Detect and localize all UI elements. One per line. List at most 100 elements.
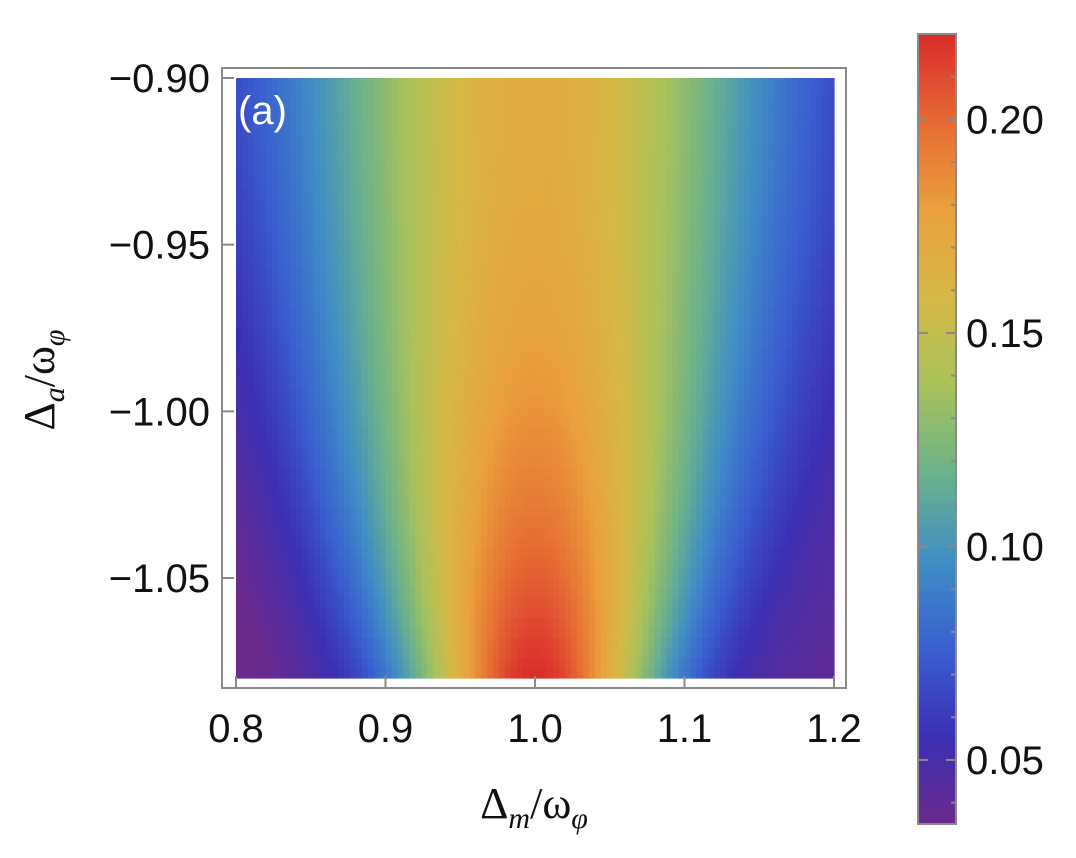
heatmap-cell xyxy=(588,78,596,89)
heatmap-cell xyxy=(433,108,440,119)
heatmap-cell xyxy=(433,278,440,289)
heatmap-cell xyxy=(236,548,243,559)
heatmap-cell xyxy=(247,428,255,439)
heatmap-cell xyxy=(696,518,704,529)
heatmap-cell xyxy=(786,158,793,169)
heatmap-cell xyxy=(606,348,614,359)
heatmap-cell xyxy=(552,468,560,479)
heatmap-cell xyxy=(511,388,518,399)
heatmap-cell xyxy=(780,468,787,479)
heatmap-cell xyxy=(421,288,428,299)
heatmap-cell xyxy=(732,478,739,489)
heatmap-cell xyxy=(475,448,482,459)
heatmap-cell xyxy=(570,438,578,449)
heatmap-cell xyxy=(642,198,650,209)
heatmap-cell xyxy=(325,178,333,189)
heatmap-cell xyxy=(523,418,530,429)
heatmap-cell xyxy=(295,238,303,249)
heatmap-cell xyxy=(349,358,357,369)
heatmap-cell xyxy=(403,318,411,329)
heatmap-cell xyxy=(307,238,315,249)
heatmap-cell xyxy=(373,238,381,249)
heatmap-cell xyxy=(523,228,530,239)
heatmap-cell xyxy=(732,118,739,129)
heatmap-cell xyxy=(810,268,817,279)
heatmap-cell xyxy=(451,458,458,469)
heatmap-cell xyxy=(475,488,482,499)
heatmap-cell xyxy=(594,248,602,259)
heatmap-cell xyxy=(726,568,733,579)
heatmap-cell xyxy=(798,508,805,519)
heatmap-cell xyxy=(337,158,345,169)
heatmap-cell xyxy=(726,98,733,109)
heatmap-cell xyxy=(469,288,476,299)
heatmap-cell xyxy=(666,278,674,289)
heatmap-cell xyxy=(247,248,255,259)
heatmap-cell xyxy=(403,148,411,159)
heatmap-cell xyxy=(696,308,704,319)
heatmap-cell xyxy=(271,528,279,539)
heatmap-cell xyxy=(295,358,303,369)
heatmap-cell xyxy=(696,298,704,309)
heatmap-cell xyxy=(529,178,536,189)
heatmap-cell xyxy=(259,448,267,459)
heatmap-cell xyxy=(385,178,393,189)
heatmap-cell xyxy=(295,398,303,409)
heatmap-cell xyxy=(618,288,626,299)
heatmap-cell xyxy=(762,78,769,89)
heatmap-cell xyxy=(612,398,620,409)
heatmap-cell xyxy=(822,178,829,189)
heatmap-cell xyxy=(816,138,823,149)
heatmap-cell xyxy=(241,368,249,379)
heatmap-cell xyxy=(277,148,285,159)
heatmap-cell xyxy=(337,198,345,209)
heatmap-cell xyxy=(505,268,512,279)
heatmap-cell xyxy=(325,488,333,499)
heatmap-cell xyxy=(696,338,704,349)
heatmap-cell xyxy=(816,158,823,169)
heatmap-cell xyxy=(726,168,733,179)
heatmap-cell xyxy=(499,538,506,549)
heatmap-cell xyxy=(319,318,327,329)
heatmap-cell xyxy=(552,358,560,369)
heatmap-cell xyxy=(594,378,602,389)
heatmap-cell xyxy=(630,348,638,359)
heatmap-cell xyxy=(774,228,781,239)
heatmap-cell xyxy=(750,238,757,249)
heatmap-cell xyxy=(744,238,751,249)
heatmap-cell xyxy=(648,498,656,509)
heatmap-cell xyxy=(457,198,464,209)
heatmap-cell xyxy=(289,148,297,159)
heatmap-cell xyxy=(630,298,638,309)
heatmap-cell xyxy=(606,208,614,219)
heatmap-cell xyxy=(624,338,632,349)
heatmap-cell xyxy=(618,138,626,149)
heatmap-cell xyxy=(684,318,692,329)
heatmap-cell xyxy=(241,88,249,99)
heatmap-cell xyxy=(271,358,279,369)
heatmap-cell xyxy=(738,118,745,129)
heatmap-cell xyxy=(475,558,482,569)
heatmap-cell xyxy=(672,548,680,559)
heatmap-cell xyxy=(271,168,279,179)
heatmap-cell xyxy=(660,388,668,399)
heatmap-cell xyxy=(367,88,375,99)
heatmap-cell xyxy=(397,508,405,519)
heatmap-cell xyxy=(469,408,476,419)
heatmap-cell xyxy=(236,98,243,109)
heatmap-cell xyxy=(672,458,680,469)
heatmap-cell xyxy=(523,308,530,319)
heatmap-cell xyxy=(672,568,680,579)
heatmap-cell xyxy=(690,178,698,189)
heatmap-cell xyxy=(373,158,381,169)
heatmap-cell xyxy=(529,368,536,379)
heatmap-cell xyxy=(612,108,620,119)
heatmap-cell xyxy=(517,278,524,289)
heatmap-cell xyxy=(505,198,512,209)
heatmap-cell xyxy=(265,398,273,409)
heatmap-cell xyxy=(313,478,321,489)
heatmap-cell xyxy=(253,538,261,549)
heatmap-cell xyxy=(828,258,835,269)
heatmap-cell xyxy=(672,448,680,459)
heatmap-cell xyxy=(546,218,554,229)
